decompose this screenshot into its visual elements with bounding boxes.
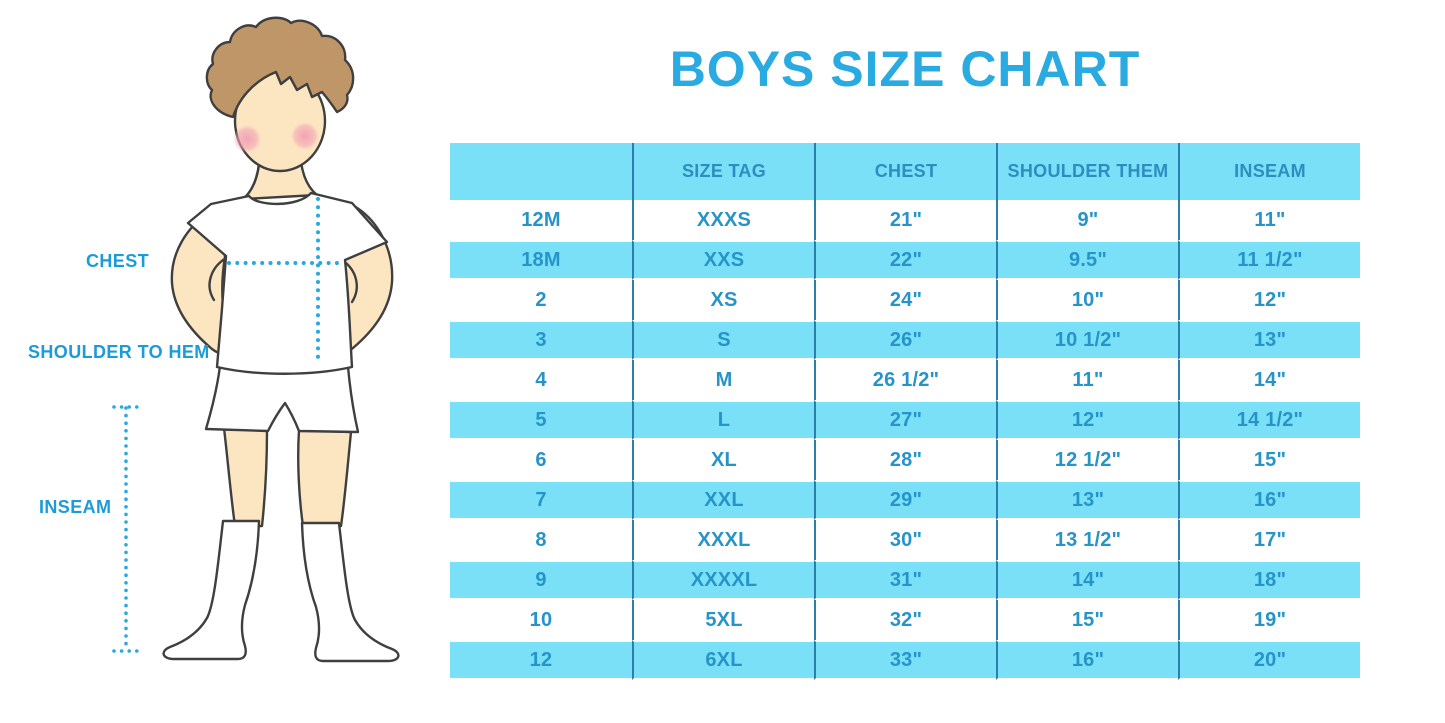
table-cell: XXXXL [632,560,814,600]
table-cell: 9" [996,200,1178,240]
table-cell: 32" [814,600,996,640]
column-header: CHEST [814,143,996,200]
table-cell: 9.5" [996,240,1178,280]
size-chart: BOYS SIZE CHART SIZE TAG CHEST SHOULDER TH… [450,0,1360,723]
table-cell: 8 [450,520,632,560]
table-body: 12M XXXS 21" 9" 11" 18M XXS 22" 9.5" 11 1/2" 2 XS 24… [450,200,1360,680]
t-shirt [186,191,389,375]
table-cell: 24" [814,280,996,320]
table-cell: 12 [450,640,632,680]
table-cell: XXXL [632,520,814,560]
table-cell: 14 1/2" [1178,400,1360,440]
sock-left [162,519,261,661]
table-cell: XL [632,440,814,480]
table-cell: 5 [450,400,632,440]
table-cell: 15" [1178,440,1360,480]
table-cell: 10 [450,600,632,640]
measurement-diagram: CHEST SHOULDER TO HEM INSEAM [0,0,450,723]
table-cell: 31" [814,560,996,600]
table-cell: 21" [814,200,996,240]
inseam-label: INSEAM [39,497,112,517]
table-cell: 5XL [632,600,814,640]
leg-right [297,428,353,528]
hair [205,16,355,119]
table-cell: 12" [1178,280,1360,320]
shorts [204,364,360,434]
table-cell: 15" [996,600,1178,640]
table-cell: 11 1/2" [1178,240,1360,280]
table-row: 10 5XL 32" 15" 19" [450,600,1360,640]
table-cell: 18" [1178,560,1360,600]
table-cell: 3 [450,320,632,360]
chest-label: CHEST [86,251,150,271]
table-cell: 10 1/2" [996,320,1178,360]
header-row: SIZE TAG CHEST SHOULDER THEM INSEAM [450,143,1360,200]
cheek-right [291,122,319,150]
table-cell: 26" [814,320,996,360]
table-cell: XXXS [632,200,814,240]
arm-left-crease [208,256,228,302]
size-table: SIZE TAG CHEST SHOULDER THEM INSEAM 12M XXXS… [450,143,1360,680]
table-row: 4 M 26 1/2" 11" 14" [450,360,1360,400]
table-cell: 14" [1178,360,1360,400]
table-header: SIZE TAG CHEST SHOULDER THEM INSEAM [450,143,1360,200]
table-cell: XS [632,280,814,320]
table-cell: XXL [632,480,814,520]
table-cell: 6 [450,440,632,480]
table-cell: 16" [1178,480,1360,520]
table-row: 18M XXS 22" 9.5" 11 1/2" [450,240,1360,280]
table-cell: 12" [996,400,1178,440]
corner-header [450,143,632,200]
table-row: 3 S 26" 10 1/2" 13" [450,320,1360,360]
table-cell: 22" [814,240,996,280]
table-cell: 13" [1178,320,1360,360]
table-cell: 11" [1178,200,1360,240]
table-cell: 16" [996,640,1178,680]
table-cell: 12M [450,200,632,240]
table-cell: 10" [996,280,1178,320]
table-cell: 19" [1178,600,1360,640]
table-cell: 17" [1178,520,1360,560]
table-cell: 27" [814,400,996,440]
page-title: BOYS SIZE CHART [669,41,1141,97]
table-row: 2 XS 24" 10" 12" [450,280,1360,320]
leg-left [222,426,269,528]
table-cell: XXS [632,240,814,280]
table-cell: S [632,320,814,360]
table-cell: M [632,360,814,400]
cheek-left [233,125,261,153]
table-cell: 13" [996,480,1178,520]
shoulder-to-hem-label: SHOULDER TO HEM [28,342,210,362]
table-cell: 20" [1178,640,1360,680]
table-cell: 4 [450,360,632,400]
table-cell: 12 1/2" [996,440,1178,480]
table-row: 12 6XL 33" 16" 20" [450,640,1360,680]
table-cell: 30" [814,520,996,560]
table-row: 8 XXXL 30" 13 1/2" 17" [450,520,1360,560]
table-row: 7 XXL 29" 13" 16" [450,480,1360,520]
table-row: 9 XXXXL 31" 14" 18" [450,560,1360,600]
table-row: 12M XXXS 21" 9" 11" [450,200,1360,240]
sock-right [300,521,400,663]
table-row: 5 L 27" 12" 14 1/2" [450,400,1360,440]
table-cell: 14" [996,560,1178,600]
table-cell: 11" [996,360,1178,400]
table-cell: L [632,400,814,440]
column-header: INSEAM [1178,143,1360,200]
table-cell: 13 1/2" [996,520,1178,560]
table-cell: 2 [450,280,632,320]
table-cell: 28" [814,440,996,480]
table-cell: 7 [450,480,632,520]
boy-illustration [112,16,400,663]
table-cell: 18M [450,240,632,280]
table-cell: 29" [814,480,996,520]
table-cell: 9 [450,560,632,600]
table-cell: 26 1/2" [814,360,996,400]
table-cell: 6XL [632,640,814,680]
table-row: 6 XL 28" 12 1/2" 15" [450,440,1360,480]
table-cell: 33" [814,640,996,680]
column-header: SIZE TAG [632,143,814,200]
column-header: SHOULDER THEM [996,143,1178,200]
